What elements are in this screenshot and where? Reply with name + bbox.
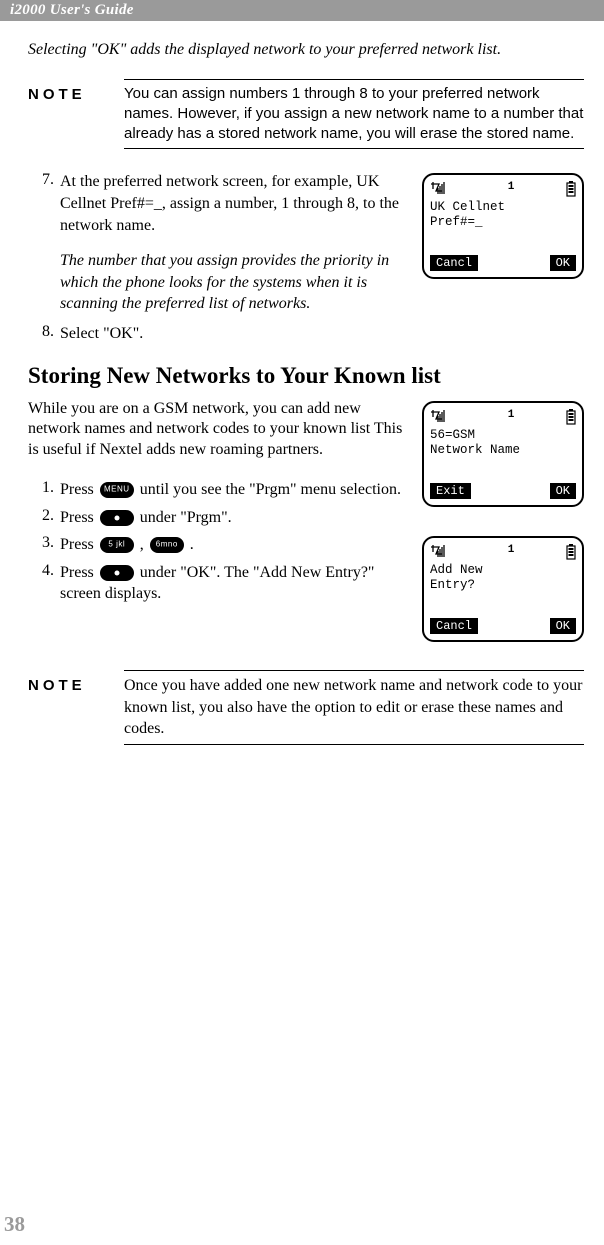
signal-icon [430,181,456,199]
step-number: 2. [28,507,60,529]
softkey-right: OK [550,483,576,499]
step-post: under "Prgm". [136,509,232,526]
step-mid: , [136,536,148,553]
note-block-2: NOTE Once you have added one new network… [28,670,584,745]
battery-icon [566,544,576,564]
softkey-left: Exit [430,483,471,499]
step-post: . [186,536,194,553]
softkey-right: OK [550,255,576,271]
softkey-left: Cancl [430,618,478,634]
screen-line1: UK Cellnet [430,200,505,214]
phone-screen-2: 1 56=GSM Network Name Exit OK [422,401,584,507]
note-rule [124,148,584,149]
section-intro-row: While you are on a GSM network, you can … [28,399,584,507]
dot-button-icon [100,510,134,526]
note-rule [124,79,584,80]
step-text: Select "OK". [60,323,143,345]
step-number: 4. [28,562,60,605]
step-text: At the preferred network screen, for exa… [60,171,412,236]
note-rule [124,744,584,745]
section-title: Storing New Networks to Your Known list [28,363,584,389]
phone-screen-3: 1 Add New Entry? Cancl OK [422,536,584,642]
step-text: Press 5 jkl , 6mno . [60,534,194,556]
step-pre: Press [60,481,98,498]
five-button-icon: 5 jkl [100,537,134,553]
screen-line2: Network Name [430,443,520,457]
dot-button-icon [100,565,134,581]
section-intro: While you are on a GSM network, you can … [28,399,412,461]
six-button-icon: 6mno [150,537,184,553]
step-post: until you see the "Prgm" menu selection. [136,481,401,498]
note-label: NOTE [28,675,124,740]
note-text: You can assign numbers 1 through 8 to yo… [124,84,584,145]
step-text: Press under "OK". The "Add New Entry?" s… [60,562,412,605]
pill-label: 5 jkl [108,540,125,551]
step-text: Press under "Prgm". [60,507,232,529]
phone-screen-1: 1 UK Cellnet Pref#=_ Cancl OK [422,173,584,279]
step-number: 7. [28,171,60,236]
screen-line2: Pref#=_ [430,215,483,229]
signal-icon [430,409,456,427]
screen-line2: Entry? [430,578,475,592]
intro-paragraph: Selecting "OK" adds the displayed networ… [28,39,584,61]
step-7-row: 7. At the preferred network screen, for … [28,171,584,315]
page-content: Selecting "OK" adds the displayed networ… [0,21,604,787]
step-pre: Press [60,509,98,526]
menu-button-icon: MENU [100,482,134,498]
step-italic: The number that you assign provides the … [60,250,412,315]
signal-icon [430,544,456,562]
page-number: 38 [4,1212,25,1237]
step-text: Press MENU until you see the "Prgm" menu… [60,479,401,501]
steps-3-4-row: 3. Press 5 jkl , 6mno . 4. Press under "… [28,534,584,642]
step-pre: Press [60,564,98,581]
step-number: 8. [28,323,60,345]
one-icon: 1 [508,544,515,556]
screen-line1: Add New [430,563,483,577]
note-label: NOTE [28,84,124,145]
header-title: i2000 User's Guide [10,2,134,18]
note-text: Once you have added one new network name… [124,675,584,740]
header-bar: i2000 User's Guide [0,0,604,21]
battery-icon [566,181,576,201]
note-rule [124,670,584,671]
one-icon: 1 [508,181,515,193]
one-icon: 1 [508,409,515,421]
step-number: 3. [28,534,60,556]
step-number: 1. [28,479,60,501]
note-block-1: NOTE You can assign numbers 1 through 8 … [28,79,584,150]
step-pre: Press [60,536,98,553]
pill-label: 6mno [156,540,178,551]
pill-label: MENU [104,485,130,496]
battery-icon [566,409,576,429]
softkey-right: OK [550,618,576,634]
screen-line1: 56=GSM [430,428,475,442]
softkey-left: Cancl [430,255,478,271]
